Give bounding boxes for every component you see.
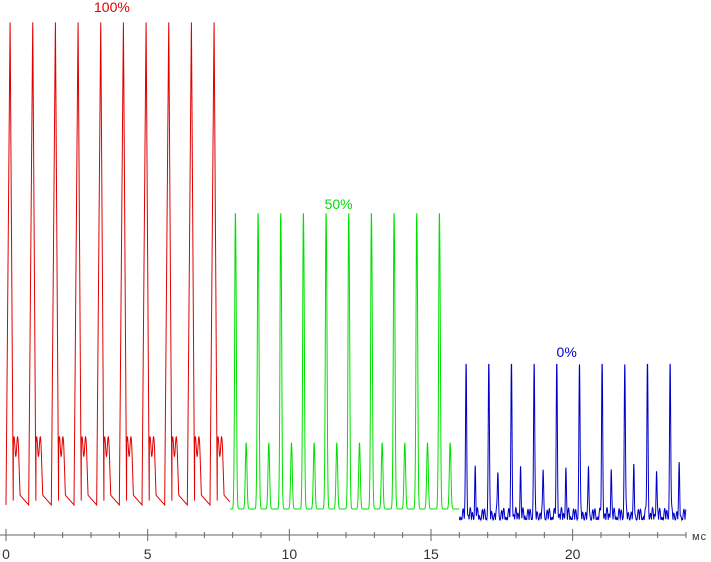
x-tick-label: 5 [144, 546, 152, 562]
x-tick-label: 20 [565, 546, 581, 562]
series-line-50pct [229, 213, 460, 510]
series-labels: 100% 50% 0% [94, 0, 577, 360]
x-tick-label: 10 [282, 546, 298, 562]
series-label: 0% [557, 344, 577, 360]
series-lines [5, 22, 687, 522]
x-ticks: 0 5 10 15 20 [2, 529, 687, 562]
x-tick-label: 15 [423, 546, 439, 562]
series-line-100pct [5, 22, 231, 507]
x-unit-label: мс [692, 531, 707, 543]
x-tick-label: 0 [2, 546, 10, 562]
series-label: 50% [325, 196, 353, 212]
series-line-0pct [458, 363, 687, 522]
series-label: 100% [94, 0, 130, 15]
